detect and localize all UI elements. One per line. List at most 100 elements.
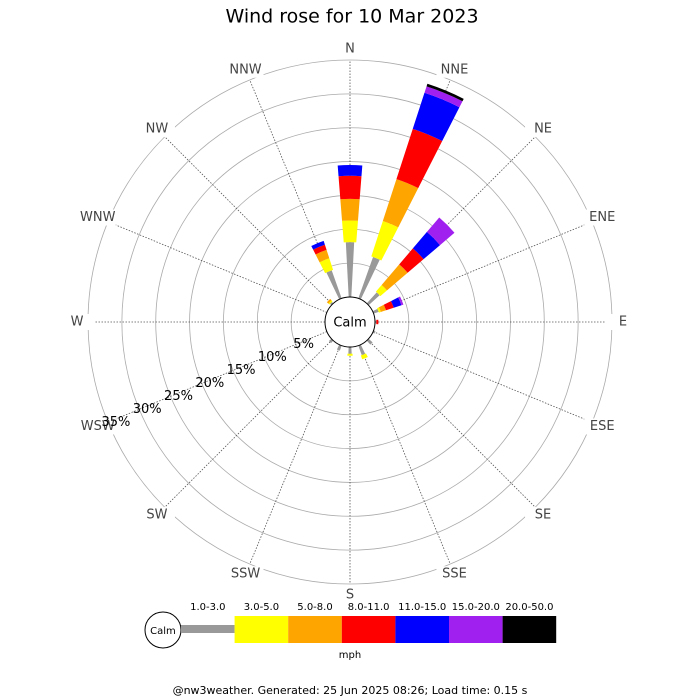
ring-label: 25% <box>164 389 193 404</box>
direction-label: WSW <box>81 419 115 434</box>
direction-label: SE <box>535 508 551 523</box>
wind-bar-segment <box>399 248 424 273</box>
wind-bar-segment <box>396 128 443 189</box>
wind-bar-segment <box>366 292 380 306</box>
legend-swatch <box>288 616 342 643</box>
spoke <box>372 221 593 313</box>
wind-bar-segment <box>378 304 387 312</box>
wind-bar-segment <box>375 284 388 297</box>
direction-label: W <box>71 315 84 330</box>
direction-label: WNW <box>80 210 116 225</box>
spoke <box>367 339 536 508</box>
wind-bar-segment <box>381 264 408 291</box>
label-bg <box>227 61 264 78</box>
wind-bar-segment <box>328 300 333 305</box>
wind-bar-segment <box>372 308 379 314</box>
label-bg <box>79 209 116 226</box>
legend-swatch <box>395 616 449 643</box>
legend-swatch <box>502 616 557 643</box>
wind-bar-segment <box>342 220 358 243</box>
direction-label: E <box>619 315 627 330</box>
wind-bar-segment <box>377 307 381 313</box>
label-bg <box>138 120 175 137</box>
wind-bar-segment <box>311 240 325 250</box>
legend-swatch <box>234 616 289 643</box>
legend-label: 5.0-8.0 <box>297 602 332 613</box>
footer: @nw3weather. Generated: 25 Jun 2025 08:2… <box>173 684 528 697</box>
legend-label: 20.0-50.0 <box>505 602 553 613</box>
spoke <box>249 344 341 565</box>
wind-bar-segment <box>358 344 366 356</box>
label-bg <box>332 587 368 603</box>
spoke <box>164 339 333 508</box>
wind-bar-segment <box>412 92 460 142</box>
direction-label: ENE <box>589 210 615 225</box>
wind-bar-segment <box>371 220 399 261</box>
wind-bar-segment <box>340 198 360 221</box>
ring-label: 35% <box>101 415 130 430</box>
wind-bar-segment <box>345 242 355 298</box>
wind-bar-segment <box>398 296 404 306</box>
direction-label: SSE <box>442 567 467 582</box>
wind-bar-segment <box>315 249 330 263</box>
direction-label: SSW <box>231 567 261 582</box>
legend-swatch <box>181 625 235 633</box>
wind-bar-segment <box>360 353 368 360</box>
wind-bar-segment <box>337 164 363 177</box>
legend-label: 1.0-3.0 <box>190 602 225 613</box>
legend-swatch <box>341 616 396 643</box>
wind-bar-segment <box>376 319 379 325</box>
label-bg <box>332 41 368 57</box>
ring-label: 5% <box>293 337 314 352</box>
calm-circle <box>324 296 376 348</box>
wind-bar-segment <box>326 298 332 304</box>
wind-bar-segment <box>329 301 334 306</box>
label-bg <box>138 507 175 524</box>
wind-bar-segment <box>390 297 402 308</box>
spoke <box>107 221 328 313</box>
calm-label: Calm <box>333 316 366 331</box>
spoke <box>164 136 333 305</box>
spoke <box>372 331 593 423</box>
wind-bar-segment <box>426 83 464 102</box>
wind-bar-segment <box>338 175 362 200</box>
ring-label: 15% <box>227 363 256 378</box>
spoke <box>359 344 451 565</box>
label-bg <box>584 418 621 435</box>
ring-label: 10% <box>258 350 287 365</box>
legend-calm-label: Calm <box>150 626 176 637</box>
wind-bar-segment <box>382 179 419 228</box>
direction-label: NE <box>534 121 552 136</box>
wind-bar-segment <box>358 256 380 300</box>
legend-label: 11.0-15.0 <box>398 602 446 613</box>
direction-label: ESE <box>590 419 615 434</box>
direction-label: NW <box>146 121 169 136</box>
label-bg <box>525 507 562 524</box>
direction-label: SW <box>146 508 167 523</box>
label-bg <box>605 314 641 330</box>
direction-label: S <box>346 588 354 603</box>
wind-bar-segment <box>347 353 353 356</box>
wind-bar-segment <box>383 301 394 311</box>
wind-bar-segment <box>348 346 352 354</box>
legend-label: 15.0-20.0 <box>452 602 500 613</box>
direction-label: NNE <box>441 62 469 77</box>
direction-label: NNW <box>229 62 261 77</box>
label-bg <box>584 209 621 226</box>
chart-title: Wind rose for 10 Mar 2023 <box>225 6 478 28</box>
wind-bar-segment <box>336 344 342 351</box>
legend-label: 8.0-11.0 <box>348 602 390 613</box>
spoke <box>107 331 328 423</box>
wind-bar-segment <box>424 86 463 108</box>
label-bg <box>79 418 116 435</box>
wind-bar-segment <box>326 270 342 300</box>
label-bg <box>436 566 473 583</box>
unit-label: mph <box>339 650 361 661</box>
ring-label: 30% <box>133 402 162 417</box>
wind-bar-segment <box>319 258 334 274</box>
wind-bar-segment <box>426 217 455 246</box>
label-bg <box>59 314 95 330</box>
legend-label: 3.0-5.0 <box>244 602 279 613</box>
label-bg <box>436 61 473 78</box>
